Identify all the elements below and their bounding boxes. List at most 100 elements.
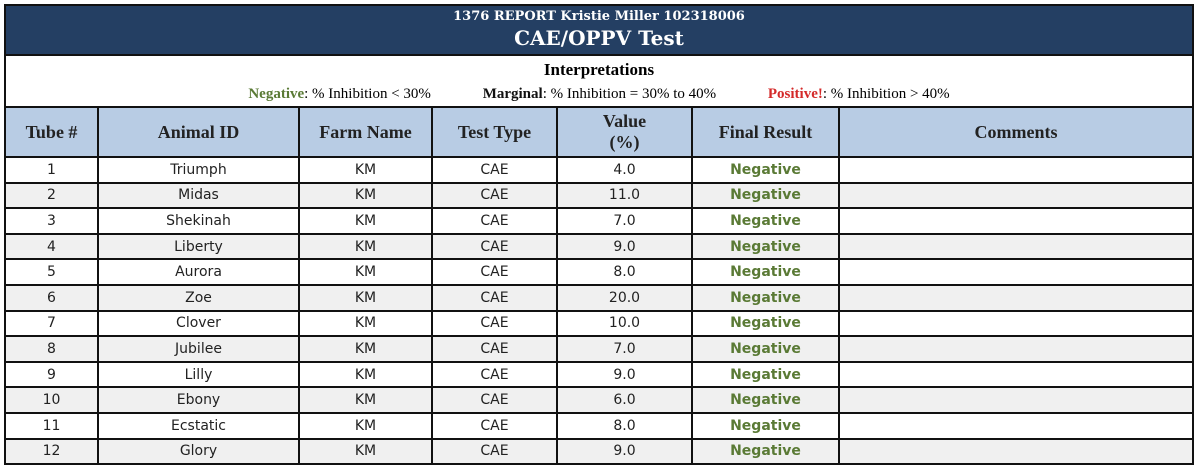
cell-final-result: Negative: [691, 309, 840, 338]
cell-comments[interactable]: [838, 411, 1192, 440]
cell-comments[interactable]: [838, 283, 1192, 312]
cell-comments[interactable]: [838, 360, 1192, 389]
cell-final-result: Negative: [691, 283, 840, 312]
cell-animal-id: Ecstatic: [97, 411, 300, 440]
cell-farm-name: KM: [298, 360, 433, 389]
cell-animal-id: Glory: [97, 437, 300, 464]
table-row: 12 Glory KM CAE 9.0 Negative: [6, 437, 1192, 464]
table-row: 11 Ecstatic KM CAE 8.0 Negative: [6, 411, 1192, 440]
cell-value: 20.0: [556, 283, 693, 312]
cell-tube: 5: [6, 258, 99, 286]
cell-comments[interactable]: [838, 232, 1192, 261]
table-header-row: Tube # Animal ID Farm Name Test Type Val…: [6, 108, 1192, 158]
header-comments: Comments: [838, 108, 1192, 158]
cell-comments[interactable]: [838, 437, 1192, 464]
cell-value: 4.0: [556, 156, 693, 184]
cell-tube: 12: [6, 437, 99, 464]
cell-final-result: Negative: [691, 411, 840, 440]
cell-animal-id: Liberty: [97, 232, 300, 261]
cell-farm-name: KM: [298, 207, 433, 235]
cell-test-type: CAE: [431, 437, 558, 464]
cell-animal-id: Jubilee: [97, 335, 300, 363]
marginal-text: : % Inhibition = 30% to 40%: [542, 86, 717, 102]
title-band: 1376 REPORT Kristie Miller 102318006 CAE…: [6, 6, 1192, 56]
positive-label: Positive!: [767, 86, 823, 102]
negative-text: : % Inhibition < 30%: [304, 86, 431, 102]
cell-value: 8.0: [556, 411, 693, 440]
cell-test-type: CAE: [431, 309, 558, 338]
cell-test-type: CAE: [431, 411, 558, 440]
cell-final-result: Negative: [691, 232, 840, 261]
cell-final-result: Negative: [691, 437, 840, 464]
cell-tube: 6: [6, 283, 99, 312]
header-test-type: Test Type: [431, 108, 558, 158]
cell-value: 8.0: [556, 258, 693, 286]
cell-value: 7.0: [556, 335, 693, 363]
interpretations-section: Interpretations Negative: % Inhibition <…: [6, 56, 1192, 108]
cell-animal-id: Clover: [97, 309, 300, 338]
report-sheet: 1376 REPORT Kristie Miller 102318006 CAE…: [4, 4, 1194, 466]
cell-farm-name: KM: [298, 181, 433, 210]
cell-tube: 4: [6, 232, 99, 261]
cell-test-type: CAE: [431, 232, 558, 261]
table-row: 5 Aurora KM CAE 8.0 Negative: [6, 258, 1192, 286]
cell-comments[interactable]: [838, 258, 1192, 286]
cell-comments[interactable]: [838, 181, 1192, 210]
cell-value: 7.0: [556, 207, 693, 235]
cell-final-result: Negative: [691, 386, 840, 414]
cell-animal-id: Aurora: [97, 258, 300, 286]
cell-animal-id: Triumph: [97, 156, 300, 184]
cell-value: 9.0: [556, 360, 693, 389]
cell-tube: 10: [6, 386, 99, 414]
cell-tube: 7: [6, 309, 99, 338]
cell-comments[interactable]: [838, 156, 1192, 184]
cell-comments[interactable]: [838, 207, 1192, 235]
interpretations-heading: Interpretations: [543, 60, 655, 79]
cell-farm-name: KM: [298, 309, 433, 338]
cell-test-type: CAE: [431, 360, 558, 389]
cell-farm-name: KM: [298, 411, 433, 440]
cell-farm-name: KM: [298, 232, 433, 261]
cell-final-result: Negative: [691, 360, 840, 389]
negative-label: Negative: [248, 86, 305, 102]
table-row: 8 Jubilee KM CAE 7.0 Negative: [6, 335, 1192, 363]
results-table: Tube # Animal ID Farm Name Test Type Val…: [6, 108, 1192, 464]
cell-farm-name: KM: [298, 156, 433, 184]
cell-value: 9.0: [556, 232, 693, 261]
cell-test-type: CAE: [431, 335, 558, 363]
cell-farm-name: KM: [298, 283, 433, 312]
marginal-label: Marginal: [482, 86, 543, 102]
cell-test-type: CAE: [431, 386, 558, 414]
cell-tube: 8: [6, 335, 99, 363]
table-row: 1 Triumph KM CAE 4.0 Negative: [6, 156, 1192, 184]
positive-legend: Positive!: % Inhibition > 40%: [768, 86, 950, 102]
cell-value: 6.0: [556, 386, 693, 414]
negative-legend: Negative: % Inhibition < 30%: [248, 86, 431, 102]
cell-value: 10.0: [556, 309, 693, 338]
cell-farm-name: KM: [298, 258, 433, 286]
table-row: 10 Ebony KM CAE 6.0 Negative: [6, 386, 1192, 414]
report-subtitle: 1376 REPORT Kristie Miller 102318006: [453, 9, 745, 24]
cell-animal-id: Midas: [97, 181, 300, 210]
header-animal-id: Animal ID: [97, 108, 300, 158]
cell-test-type: CAE: [431, 156, 558, 184]
cell-animal-id: Shekinah: [97, 207, 300, 235]
cell-comments[interactable]: [838, 335, 1192, 363]
cell-comments[interactable]: [838, 386, 1192, 414]
cell-animal-id: Zoe: [97, 283, 300, 312]
header-farm-name: Farm Name: [298, 108, 433, 158]
positive-text: : % Inhibition > 40%: [822, 86, 950, 102]
cell-farm-name: KM: [298, 386, 433, 414]
cell-value: 9.0: [556, 437, 693, 464]
cell-tube: 9: [6, 360, 99, 389]
cell-final-result: Negative: [691, 258, 840, 286]
cell-tube: 11: [6, 411, 99, 440]
interpretations-legend: Negative: % Inhibition < 30% Marginal: %…: [6, 83, 1192, 105]
cell-animal-id: Ebony: [97, 386, 300, 414]
cell-tube: 3: [6, 207, 99, 235]
cell-farm-name: KM: [298, 437, 433, 464]
cell-tube: 2: [6, 181, 99, 210]
cell-farm-name: KM: [298, 335, 433, 363]
cell-comments[interactable]: [838, 309, 1192, 338]
cell-animal-id: Lilly: [97, 360, 300, 389]
